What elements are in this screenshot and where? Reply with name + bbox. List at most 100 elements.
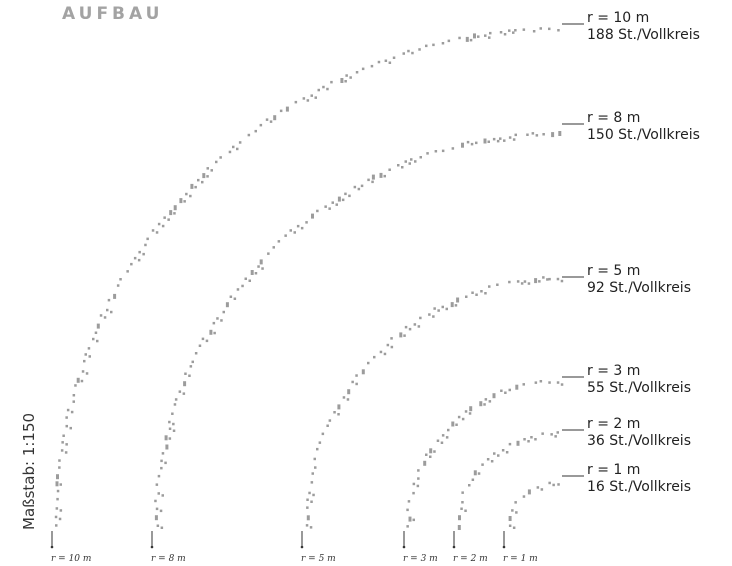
stone	[404, 160, 407, 163]
stone	[84, 353, 87, 356]
stone	[390, 337, 393, 340]
stone	[408, 516, 412, 522]
stone	[119, 278, 122, 281]
stone	[353, 185, 357, 189]
stone	[429, 448, 433, 454]
stone	[417, 477, 420, 480]
stone	[56, 474, 59, 480]
stone	[72, 400, 75, 403]
stone	[450, 302, 454, 308]
stone	[59, 509, 63, 512]
stone	[194, 352, 198, 355]
stone	[55, 481, 59, 487]
stone	[157, 222, 161, 226]
stone	[189, 365, 193, 368]
stone	[419, 316, 422, 320]
stone	[259, 259, 263, 265]
stone	[164, 461, 167, 465]
stone	[126, 270, 129, 273]
stone	[74, 384, 77, 387]
stone	[479, 401, 483, 407]
stone	[445, 307, 448, 311]
stone	[284, 234, 287, 237]
stone	[487, 140, 490, 143]
stone	[357, 187, 361, 191]
stone	[526, 133, 529, 136]
stone	[190, 183, 194, 189]
stone	[493, 452, 496, 455]
stone	[99, 314, 103, 317]
stone	[116, 284, 120, 287]
ring-count-label: 55 St./Vollkreis	[587, 380, 691, 396]
stone	[505, 451, 509, 454]
axis-tick-dot	[300, 545, 304, 549]
stone	[457, 525, 461, 530]
stone	[311, 472, 314, 475]
stone	[267, 252, 270, 255]
stone	[492, 393, 496, 399]
stone	[434, 150, 438, 153]
stone	[344, 192, 347, 196]
stone	[377, 60, 381, 64]
stone	[341, 198, 345, 202]
stone	[160, 466, 163, 470]
stone	[313, 457, 316, 461]
ring-count-label: 150 St./Vollkreis	[587, 127, 700, 143]
stone	[481, 463, 484, 466]
stone	[538, 280, 541, 283]
stone	[408, 327, 412, 331]
stone	[138, 250, 141, 254]
stone	[87, 347, 91, 350]
stone	[69, 426, 72, 430]
stone	[333, 411, 336, 414]
stone	[392, 56, 396, 59]
stone	[173, 403, 177, 406]
stone	[404, 325, 408, 329]
stone	[96, 323, 100, 329]
stone	[539, 380, 543, 383]
stone	[161, 494, 164, 497]
stone	[172, 422, 175, 426]
ring-count-label: 36 St./Vollkreis	[587, 433, 691, 449]
stone	[373, 355, 376, 359]
stone	[261, 267, 264, 270]
stone	[272, 246, 275, 249]
stone	[142, 252, 145, 256]
stone	[522, 383, 525, 386]
stone	[503, 33, 507, 36]
stone	[80, 379, 84, 383]
stone	[212, 321, 216, 325]
stone	[310, 481, 314, 484]
stone	[488, 285, 491, 288]
stone	[309, 526, 313, 529]
stone	[56, 489, 60, 493]
ring-radius-label: r = 3 m	[587, 363, 640, 379]
axis-radius-label: r = 5 m	[301, 554, 336, 564]
stone	[451, 421, 455, 427]
ring-radius-label: r = 5 m	[587, 263, 640, 279]
stone	[277, 240, 281, 243]
stone	[514, 133, 517, 137]
stone	[484, 398, 488, 401]
stone	[160, 459, 163, 463]
stone	[337, 196, 341, 202]
stone	[532, 30, 536, 33]
stone	[337, 404, 341, 410]
stone	[106, 308, 109, 312]
ring-count-label: 16 St./Vollkreis	[587, 479, 691, 495]
stone	[371, 180, 374, 184]
stone	[168, 427, 172, 430]
stone	[428, 313, 431, 316]
stone	[522, 28, 526, 31]
stone	[72, 394, 76, 397]
stone	[60, 449, 64, 452]
stone	[191, 360, 194, 364]
stone	[433, 307, 436, 310]
stone	[515, 384, 519, 390]
stone	[388, 168, 391, 171]
stone	[542, 276, 545, 279]
stone	[209, 329, 213, 335]
stone	[322, 85, 325, 89]
stone	[179, 198, 183, 204]
stone	[458, 36, 461, 40]
